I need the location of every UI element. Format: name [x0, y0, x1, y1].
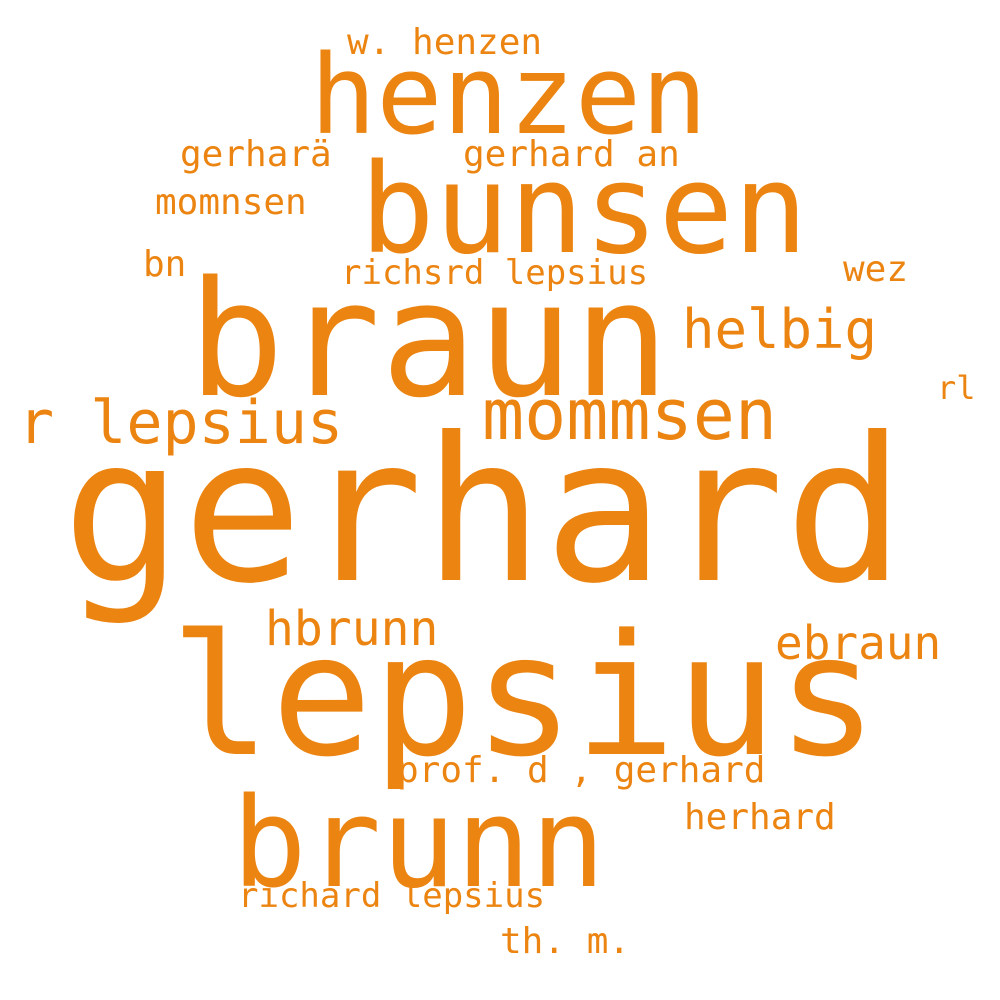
word-gerhara-umlaut: gerharä [180, 134, 332, 175]
word-th-m: th. m. [500, 921, 631, 962]
word-prof-d-gerhard: prof. d , gerhard [397, 750, 766, 791]
word-r-lepsius: r lepsius [18, 388, 344, 458]
word-bn: bn [143, 244, 187, 285]
word-ebraun: ebraun [775, 616, 942, 670]
word-braun: braun [188, 246, 670, 433]
word-henzen: henzen [310, 31, 708, 159]
word-brunn: brunn [232, 772, 606, 916]
word-richsrd-lepsius: richsrd lepsius [341, 253, 649, 293]
word-wez: wez [843, 249, 909, 290]
word-w-henzen: w. henzen [347, 22, 543, 63]
word-bunsen: bunsen [360, 138, 808, 282]
word-momnsen: momnsen [155, 182, 307, 223]
word-gerhard-an: gerhard an [463, 134, 680, 175]
word-helbig: helbig [682, 298, 878, 361]
word-lepsius: lepsius [170, 598, 879, 794]
word-herhard: herhard [684, 797, 836, 838]
word-richard-lepsius: richard lepsius [238, 876, 546, 916]
word-rl: rl [937, 369, 976, 407]
word-hbrunn: hbrunn [265, 601, 439, 657]
word-mommsen: mommsen [482, 374, 778, 456]
word-gerhard: gerhard [62, 395, 905, 628]
